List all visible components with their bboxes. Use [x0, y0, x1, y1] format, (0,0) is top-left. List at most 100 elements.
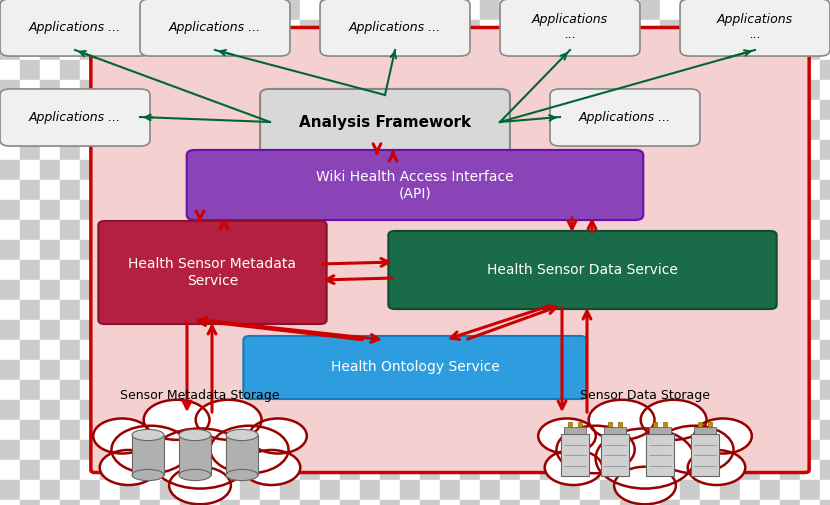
Bar [340, 300, 360, 320]
Bar [60, 200, 80, 220]
Bar [260, 40, 280, 60]
Bar [420, 260, 440, 280]
Bar [80, 60, 100, 80]
Bar [300, 340, 320, 360]
Bar [260, 240, 280, 260]
Bar [360, 100, 380, 120]
Bar [540, 500, 560, 505]
Bar [760, 300, 780, 320]
Bar [260, 400, 280, 420]
Bar [280, 300, 300, 320]
Bar [320, 0, 340, 20]
Bar [800, 180, 820, 200]
Bar [180, 240, 200, 260]
Bar [140, 160, 160, 180]
Bar [760, 160, 780, 180]
Bar [140, 200, 160, 220]
Bar [220, 320, 240, 340]
Bar [140, 440, 160, 460]
Bar [340, 440, 360, 460]
Bar [300, 300, 320, 320]
Bar [80, 400, 100, 420]
Bar [460, 400, 480, 420]
Bar [120, 80, 140, 100]
Bar [400, 0, 420, 20]
Bar [740, 260, 760, 280]
Bar [80, 380, 100, 400]
Bar [320, 420, 340, 440]
Bar [780, 340, 800, 360]
Bar [700, 380, 720, 400]
Bar [20, 100, 40, 120]
Bar [660, 180, 680, 200]
Bar [40, 160, 60, 180]
Bar [340, 340, 360, 360]
Bar [640, 420, 660, 440]
Bar [80, 480, 100, 500]
Bar [440, 380, 460, 400]
Bar [580, 140, 600, 160]
Bar [120, 20, 140, 40]
Bar [760, 0, 780, 20]
Bar [680, 20, 700, 40]
Bar [520, 100, 540, 120]
Bar [120, 40, 140, 60]
Bar [540, 340, 560, 360]
Bar [480, 0, 500, 20]
Circle shape [596, 428, 695, 488]
FancyBboxPatch shape [187, 150, 643, 220]
Bar [700, 140, 720, 160]
Bar [760, 480, 780, 500]
Bar [280, 140, 300, 160]
Bar [708, 422, 712, 427]
Bar [440, 100, 460, 120]
Bar [320, 200, 340, 220]
Bar [240, 480, 260, 500]
Bar [180, 260, 200, 280]
Bar [560, 260, 580, 280]
Bar [60, 140, 80, 160]
Bar [300, 220, 320, 240]
Bar [460, 160, 480, 180]
Bar [740, 300, 760, 320]
Bar [700, 320, 720, 340]
FancyBboxPatch shape [243, 336, 587, 399]
Bar [400, 300, 420, 320]
Bar [300, 480, 320, 500]
Bar [380, 380, 400, 400]
Bar [561, 434, 589, 476]
Bar [720, 260, 740, 280]
Bar [620, 340, 640, 360]
Bar [320, 500, 340, 505]
Bar [560, 240, 580, 260]
Bar [260, 440, 280, 460]
Circle shape [144, 400, 209, 440]
Bar [240, 340, 260, 360]
Bar [240, 320, 260, 340]
Bar [640, 280, 660, 300]
Bar [640, 120, 660, 140]
Bar [760, 400, 780, 420]
Bar [700, 100, 720, 120]
Bar [280, 200, 300, 220]
Bar [160, 220, 180, 240]
Bar [540, 80, 560, 100]
Bar [440, 20, 460, 40]
Bar [20, 500, 40, 505]
Bar [380, 0, 400, 20]
Bar [140, 180, 160, 200]
Bar [560, 360, 580, 380]
Bar [160, 460, 180, 480]
Bar [220, 220, 240, 240]
Bar [360, 180, 380, 200]
Bar [180, 500, 200, 505]
Bar [460, 220, 480, 240]
Bar [340, 480, 360, 500]
Bar [620, 380, 640, 400]
Bar [360, 420, 380, 440]
Bar [740, 180, 760, 200]
Bar [260, 420, 280, 440]
Bar [720, 120, 740, 140]
Bar [280, 480, 300, 500]
Bar [0, 460, 20, 480]
